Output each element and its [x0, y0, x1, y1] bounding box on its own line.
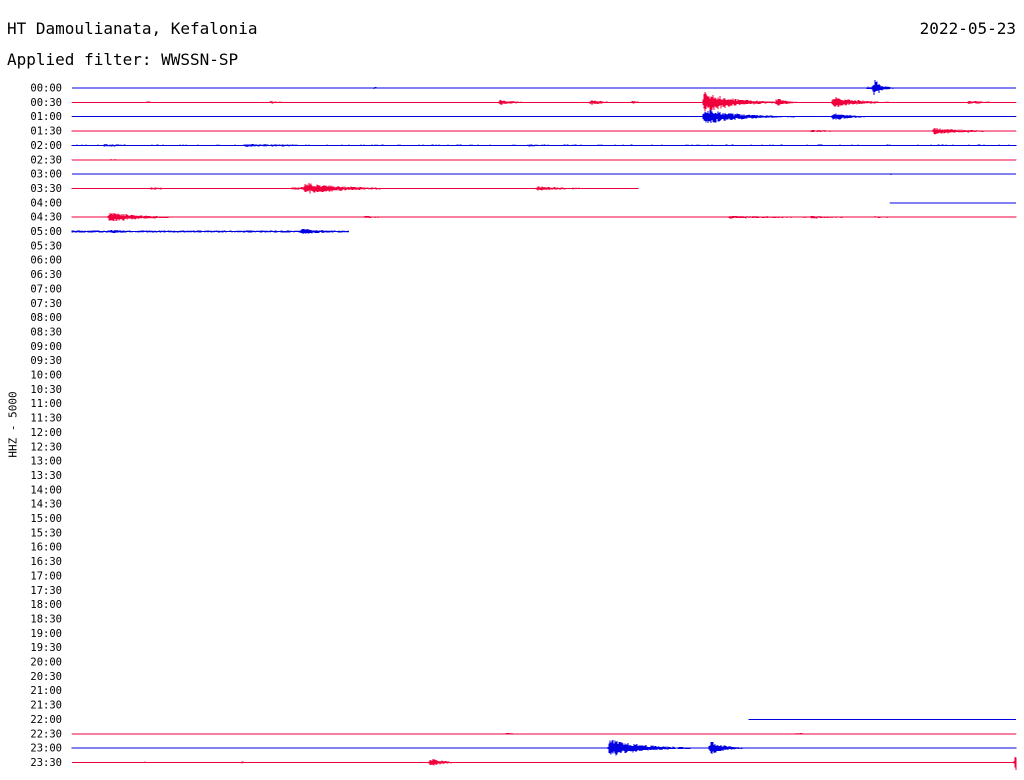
trace-0200 — [71, 144, 1017, 147]
row-label-0630: 06:30 — [30, 269, 62, 281]
row-label-2300: 23:00 — [30, 743, 62, 755]
row-label-0100: 01:00 — [30, 111, 62, 123]
station-title: HT Damoulianata, Kefalonia — [7, 19, 258, 38]
row-label-0800: 08:00 — [30, 312, 62, 324]
row-label-1430: 14:30 — [30, 499, 62, 511]
trace-0100 — [71, 110, 1017, 124]
record-date: 2022-05-23 — [919, 19, 1016, 38]
trace-2330 — [71, 757, 1017, 770]
row-label-0830: 08:30 — [30, 326, 62, 338]
trace-0230 — [71, 159, 1017, 161]
row-label-1000: 10:00 — [30, 370, 62, 382]
row-label-0600: 06:00 — [30, 255, 62, 267]
row-label-0700: 07:00 — [30, 283, 62, 295]
row-label-1300: 13:00 — [30, 456, 62, 468]
row-label-0030: 00:30 — [30, 97, 62, 109]
row-label-2230: 22:30 — [30, 728, 62, 740]
row-label-1500: 15:00 — [30, 513, 62, 525]
filter-label: Applied filter: WWSSN-SP — [7, 50, 239, 69]
row-label-0430: 04:30 — [30, 212, 62, 224]
trace-0430 — [71, 212, 1017, 221]
row-label-0300: 03:00 — [30, 169, 62, 181]
row-label-2000: 20:00 — [30, 657, 62, 669]
row-label-0130: 01:30 — [30, 126, 62, 138]
trace-0330 — [71, 183, 639, 194]
row-label-0230: 02:30 — [30, 154, 62, 166]
row-label-1700: 17:00 — [30, 570, 62, 582]
row-label-0330: 03:30 — [30, 183, 62, 195]
row-label-1630: 16:30 — [30, 556, 62, 568]
trace-0000 — [71, 79, 1017, 96]
row-label-0730: 07:30 — [30, 298, 62, 310]
row-label-0000: 00:00 — [30, 83, 62, 95]
row-label-1400: 14:00 — [30, 484, 62, 496]
row-label-1900: 19:00 — [30, 628, 62, 640]
row-label-0900: 09:00 — [30, 341, 62, 353]
row-labels: 00:00 00:30 01:00 01:30 02:00 02:30 03:00 03:30… — [30, 83, 62, 769]
row-label-1730: 17:30 — [30, 585, 62, 597]
row-label-2100: 21:00 — [30, 685, 62, 697]
row-label-0400: 04:00 — [30, 197, 62, 209]
row-label-1930: 19:30 — [30, 642, 62, 654]
seismic-traces — [71, 79, 1017, 770]
row-label-1600: 16:00 — [30, 542, 62, 554]
row-label-0930: 09:30 — [30, 355, 62, 367]
row-label-2330: 23:30 — [30, 757, 62, 769]
row-label-2200: 22:00 — [30, 714, 62, 726]
row-label-1130: 11:30 — [30, 413, 62, 425]
row-label-1800: 18:00 — [30, 599, 62, 611]
row-label-1530: 15:30 — [30, 527, 62, 539]
row-label-1330: 13:30 — [30, 470, 62, 482]
row-label-0530: 05:30 — [30, 240, 62, 252]
trace-0500 — [71, 228, 349, 235]
row-label-2030: 20:30 — [30, 671, 62, 683]
trace-2300 — [71, 740, 1017, 756]
trace-2230 — [71, 732, 1017, 735]
row-label-1030: 10:30 — [30, 384, 62, 396]
row-label-1830: 18:30 — [30, 613, 62, 625]
trace-0400 — [889, 202, 1016, 204]
row-label-1230: 12:30 — [30, 441, 62, 453]
row-label-1200: 12:00 — [30, 427, 62, 439]
trace-0030 — [71, 92, 1017, 112]
trace-0130 — [71, 127, 1017, 135]
row-label-2130: 21:30 — [30, 700, 62, 712]
row-label-0200: 02:00 — [30, 140, 62, 152]
trace-0300 — [71, 173, 1017, 175]
row-label-1100: 11:00 — [30, 398, 62, 410]
row-label-0500: 05:00 — [30, 226, 62, 238]
